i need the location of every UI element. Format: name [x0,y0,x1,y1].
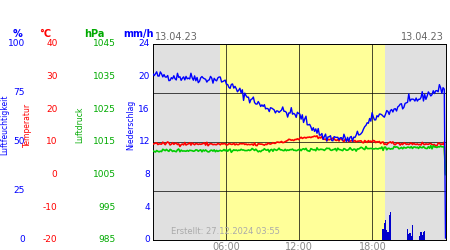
Text: 10: 10 [46,138,58,146]
Text: 50: 50 [13,138,25,146]
Text: 8: 8 [144,170,150,179]
Text: 1045: 1045 [93,39,116,48]
Bar [423,232,424,240]
Text: 16: 16 [138,105,150,114]
Bar [412,225,413,240]
Text: -10: -10 [43,203,58,212]
Bar [387,232,389,240]
Bar [424,231,425,240]
Text: 13.04.23: 13.04.23 [401,32,444,42]
Text: 75: 75 [13,88,25,97]
Bar [220,44,385,240]
Text: 0: 0 [52,170,58,179]
Text: Luftfeuchtigkeit: Luftfeuchtigkeit [0,95,9,155]
Text: 100: 100 [8,39,25,48]
Bar [389,216,390,240]
Text: Niederschlag: Niederschlag [126,100,135,150]
Text: 13.04.23: 13.04.23 [155,32,198,42]
Bar [384,222,385,240]
Text: 25: 25 [14,186,25,196]
Text: 20: 20 [139,72,150,81]
Text: 12: 12 [139,138,150,146]
Bar [382,229,384,240]
Text: 20: 20 [46,105,58,114]
Text: °C: °C [39,29,51,39]
Bar [385,220,386,240]
Bar [422,235,423,240]
Text: 4: 4 [144,203,150,212]
Text: 985: 985 [99,236,116,244]
Text: Temperatur: Temperatur [22,103,32,147]
Text: 995: 995 [99,203,116,212]
Text: %: % [12,29,22,39]
Text: 0: 0 [144,236,150,244]
Text: 30: 30 [46,72,58,81]
Text: Luftdruck: Luftdruck [76,107,85,143]
Text: 24: 24 [139,39,150,48]
Text: -20: -20 [43,236,58,244]
Text: 1035: 1035 [93,72,116,81]
Text: hPa: hPa [84,29,105,39]
Bar [390,212,391,240]
Text: Erstellt: 27.12.2024 03:55: Erstellt: 27.12.2024 03:55 [171,227,280,236]
Text: 1015: 1015 [93,138,116,146]
Text: 0: 0 [19,236,25,244]
Text: 1005: 1005 [93,170,116,179]
Bar [407,230,408,240]
Bar [419,236,420,240]
Text: 1025: 1025 [93,105,116,114]
Bar [410,236,412,240]
Text: mm/h: mm/h [123,29,154,39]
Bar [420,232,422,240]
Bar [386,230,387,240]
Text: 40: 40 [46,39,58,48]
Bar [408,234,410,240]
